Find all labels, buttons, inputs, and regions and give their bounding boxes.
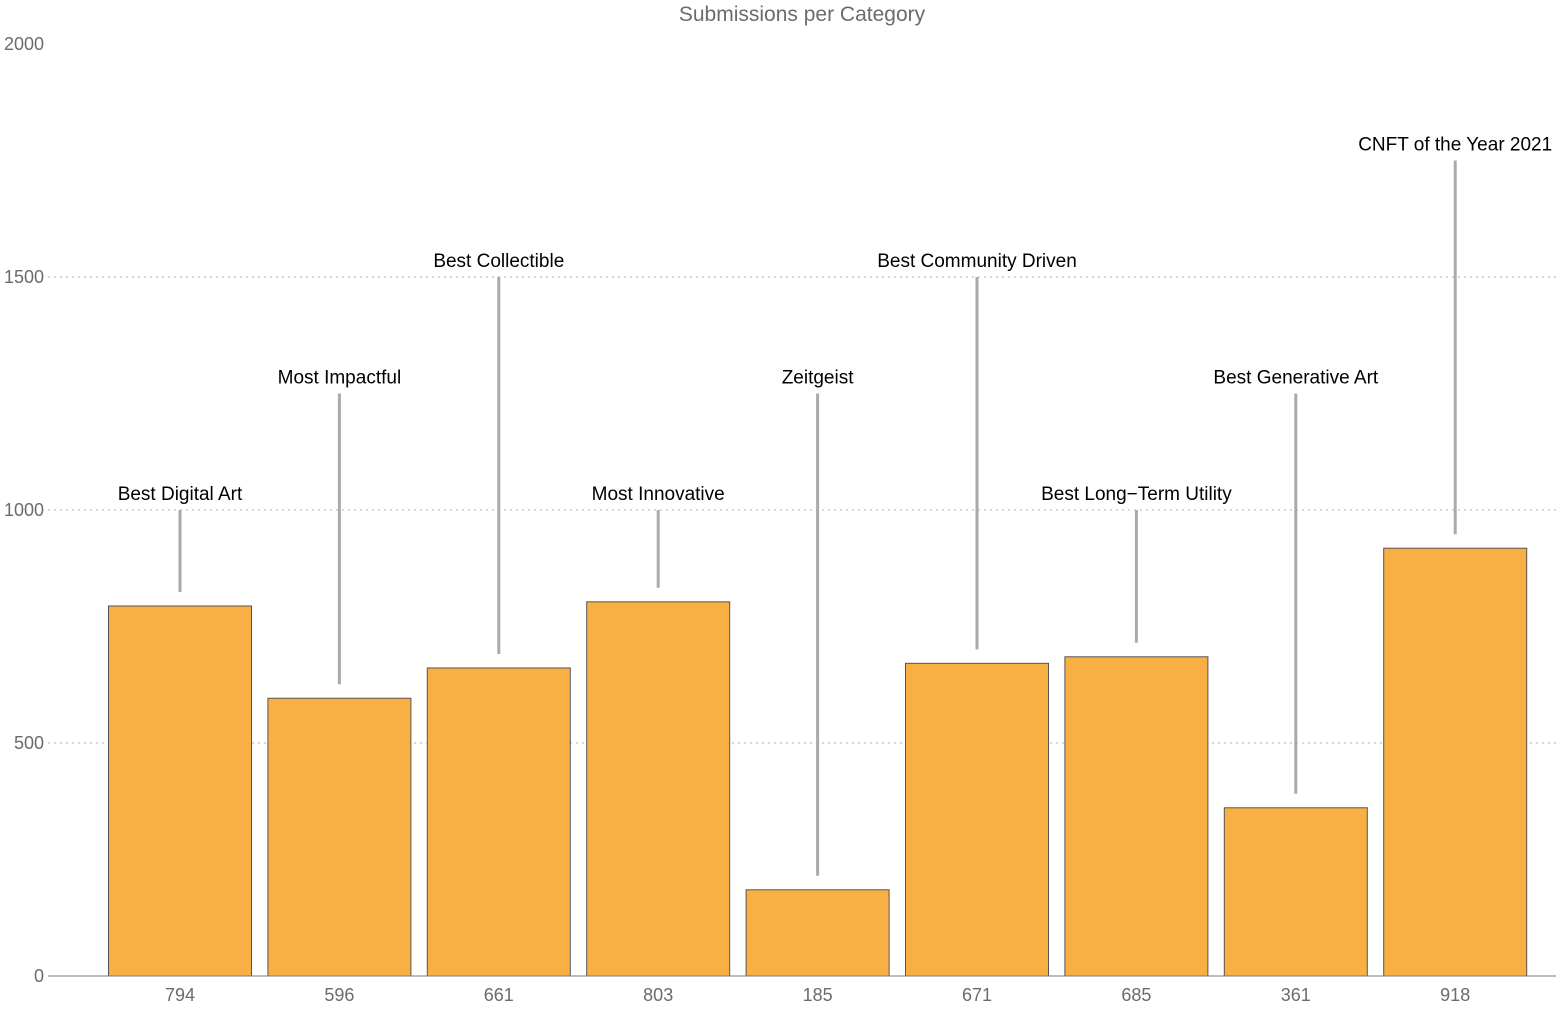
bar-3 (426, 667, 571, 977)
category-label-1: Best Digital Art (118, 484, 243, 505)
bars (108, 547, 1528, 977)
y-tick-label-0: 0 (34, 966, 44, 986)
category-labels: Best Digital Art Most Impactful Best Colle… (118, 135, 1553, 506)
y-tick-label-1500: 1500 (4, 267, 44, 287)
bar-9 (1383, 547, 1528, 977)
y-tick-label-1000: 1000 (4, 500, 44, 520)
chart-title: Submissions per Category (679, 3, 926, 26)
x-tick-label-2: 596 (324, 985, 354, 1005)
category-label-2: Most Impactful (278, 368, 402, 389)
bar-8 (1223, 807, 1368, 977)
bar-1 (108, 605, 252, 977)
category-label-8: Best Generative Art (1213, 368, 1378, 389)
x-tick-label-5: 185 (803, 985, 833, 1005)
x-tick-label-3: 661 (484, 985, 514, 1005)
x-tick-label-9: 918 (1440, 985, 1470, 1005)
category-label-9: CNFT of the Year 2021 (1358, 135, 1552, 156)
x-tick-label-7: 685 (1121, 985, 1151, 1005)
x-tick-label-1: 794 (165, 985, 195, 1005)
bar-7 (1064, 656, 1209, 977)
bar-5 (745, 889, 890, 977)
bar-2 (267, 697, 412, 977)
grid-layer (48, 276, 1556, 744)
category-label-7: Best Long−Term Utility (1041, 484, 1232, 505)
category-label-6: Best Community Driven (877, 251, 1077, 272)
label-leader-lines (178, 160, 1457, 876)
category-label-5: Zeitgeist (782, 368, 855, 389)
x-tick-label-8: 361 (1281, 985, 1311, 1005)
x-tick-label-4: 803 (643, 985, 673, 1005)
y-axis: 0 500 1000 1500 2000 (4, 34, 44, 986)
category-label-3: Best Collectible (433, 251, 564, 272)
bar-6 (905, 662, 1049, 977)
x-tick-label-6: 671 (962, 985, 992, 1005)
y-tick-label-2000: 2000 (4, 34, 44, 54)
y-tick-label-500: 500 (14, 733, 44, 753)
x-axis: 794 596 661 803 185 671 685 361 918 (165, 985, 1470, 1005)
bar-4 (586, 601, 731, 977)
category-label-4: Most Innovative (592, 484, 725, 505)
